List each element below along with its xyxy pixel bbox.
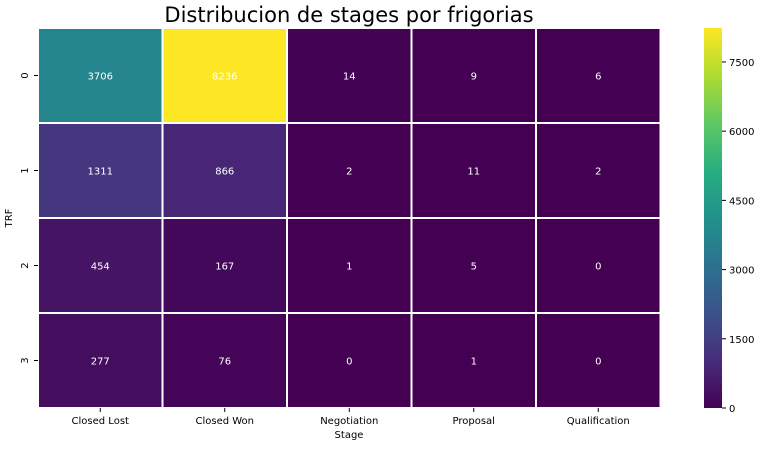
cell-annotation: 76 <box>218 357 231 368</box>
cell-annotation: 2 <box>346 167 352 178</box>
heatmap-cell <box>161 217 288 314</box>
cell-annotation: 11 <box>467 167 480 178</box>
heatmap-cell <box>535 122 662 219</box>
cell-annotation: 1 <box>346 262 352 273</box>
heatmap-cell <box>161 312 288 409</box>
heatmap-cell <box>410 217 537 314</box>
heatmap-cell <box>410 312 537 409</box>
colorbar <box>704 28 722 408</box>
colorbar-tick-label: 6000 <box>729 127 754 138</box>
x-tick-label: Closed Lost <box>72 416 129 427</box>
cell-annotation: 167 <box>215 262 234 273</box>
colorbar-tick-label: 7500 <box>729 58 754 69</box>
colorbar-tick-label: 1500 <box>729 335 754 346</box>
cell-annotation: 2 <box>595 167 601 178</box>
heatmap-cell <box>37 27 164 124</box>
cell-annotation: 0 <box>595 262 601 273</box>
x-tick-label: Qualification <box>567 416 630 427</box>
heatmap-cells <box>37 27 662 409</box>
colorbar-ticks: 0 1500 3000 4500 6000 7500 <box>722 58 754 415</box>
y-tick-label: 2 <box>20 262 31 268</box>
cell-annotation: 1 <box>471 357 477 368</box>
cell-annotation: 277 <box>91 357 110 368</box>
cell-annotation: 454 <box>91 262 110 273</box>
x-axis-label: Stage <box>335 430 364 441</box>
heatmap-cell <box>286 27 413 124</box>
y-tick-label: 0 <box>20 72 31 78</box>
chart-title: Distribucion de stages por frigorias <box>164 3 533 27</box>
x-tick-label: Proposal <box>453 416 495 427</box>
heatmap-annotations: 3706 8236 14 9 6 1311 866 2 11 2 454 167 1 5 0 277 76 0 1 0 <box>88 72 602 368</box>
cell-annotation: 14 <box>343 72 356 83</box>
y-tick-label: 1 <box>20 167 31 173</box>
cell-annotation: 866 <box>215 167 234 178</box>
x-axis-ticks: Closed Lost Closed Won Negotiation Proposal… <box>72 408 630 427</box>
colorbar-tick-label: 4500 <box>729 196 754 207</box>
cell-annotation: 3706 <box>88 72 113 83</box>
x-tick-label: Closed Won <box>195 416 254 427</box>
y-axis-ticks: 0 1 2 3 <box>20 72 38 364</box>
heatmap-cell <box>286 312 413 409</box>
cell-annotation: 8236 <box>212 72 237 83</box>
cell-annotation: 5 <box>471 262 477 273</box>
cell-annotation: 1311 <box>88 167 113 178</box>
cell-annotation: 0 <box>346 357 352 368</box>
cell-annotation: 0 <box>595 357 601 368</box>
y-axis-label: TRF <box>4 208 15 228</box>
cell-annotation: 6 <box>595 72 601 83</box>
heatmap-cell <box>535 312 662 409</box>
colorbar-tick-label: 0 <box>729 404 735 415</box>
colorbar-tick-label: 3000 <box>729 266 754 277</box>
y-tick-label: 3 <box>20 357 31 363</box>
heatmap-cell <box>161 27 288 124</box>
cell-annotation: 9 <box>471 72 477 83</box>
heatmap-cell <box>286 122 413 219</box>
x-tick-label: Negotiation <box>320 416 378 427</box>
